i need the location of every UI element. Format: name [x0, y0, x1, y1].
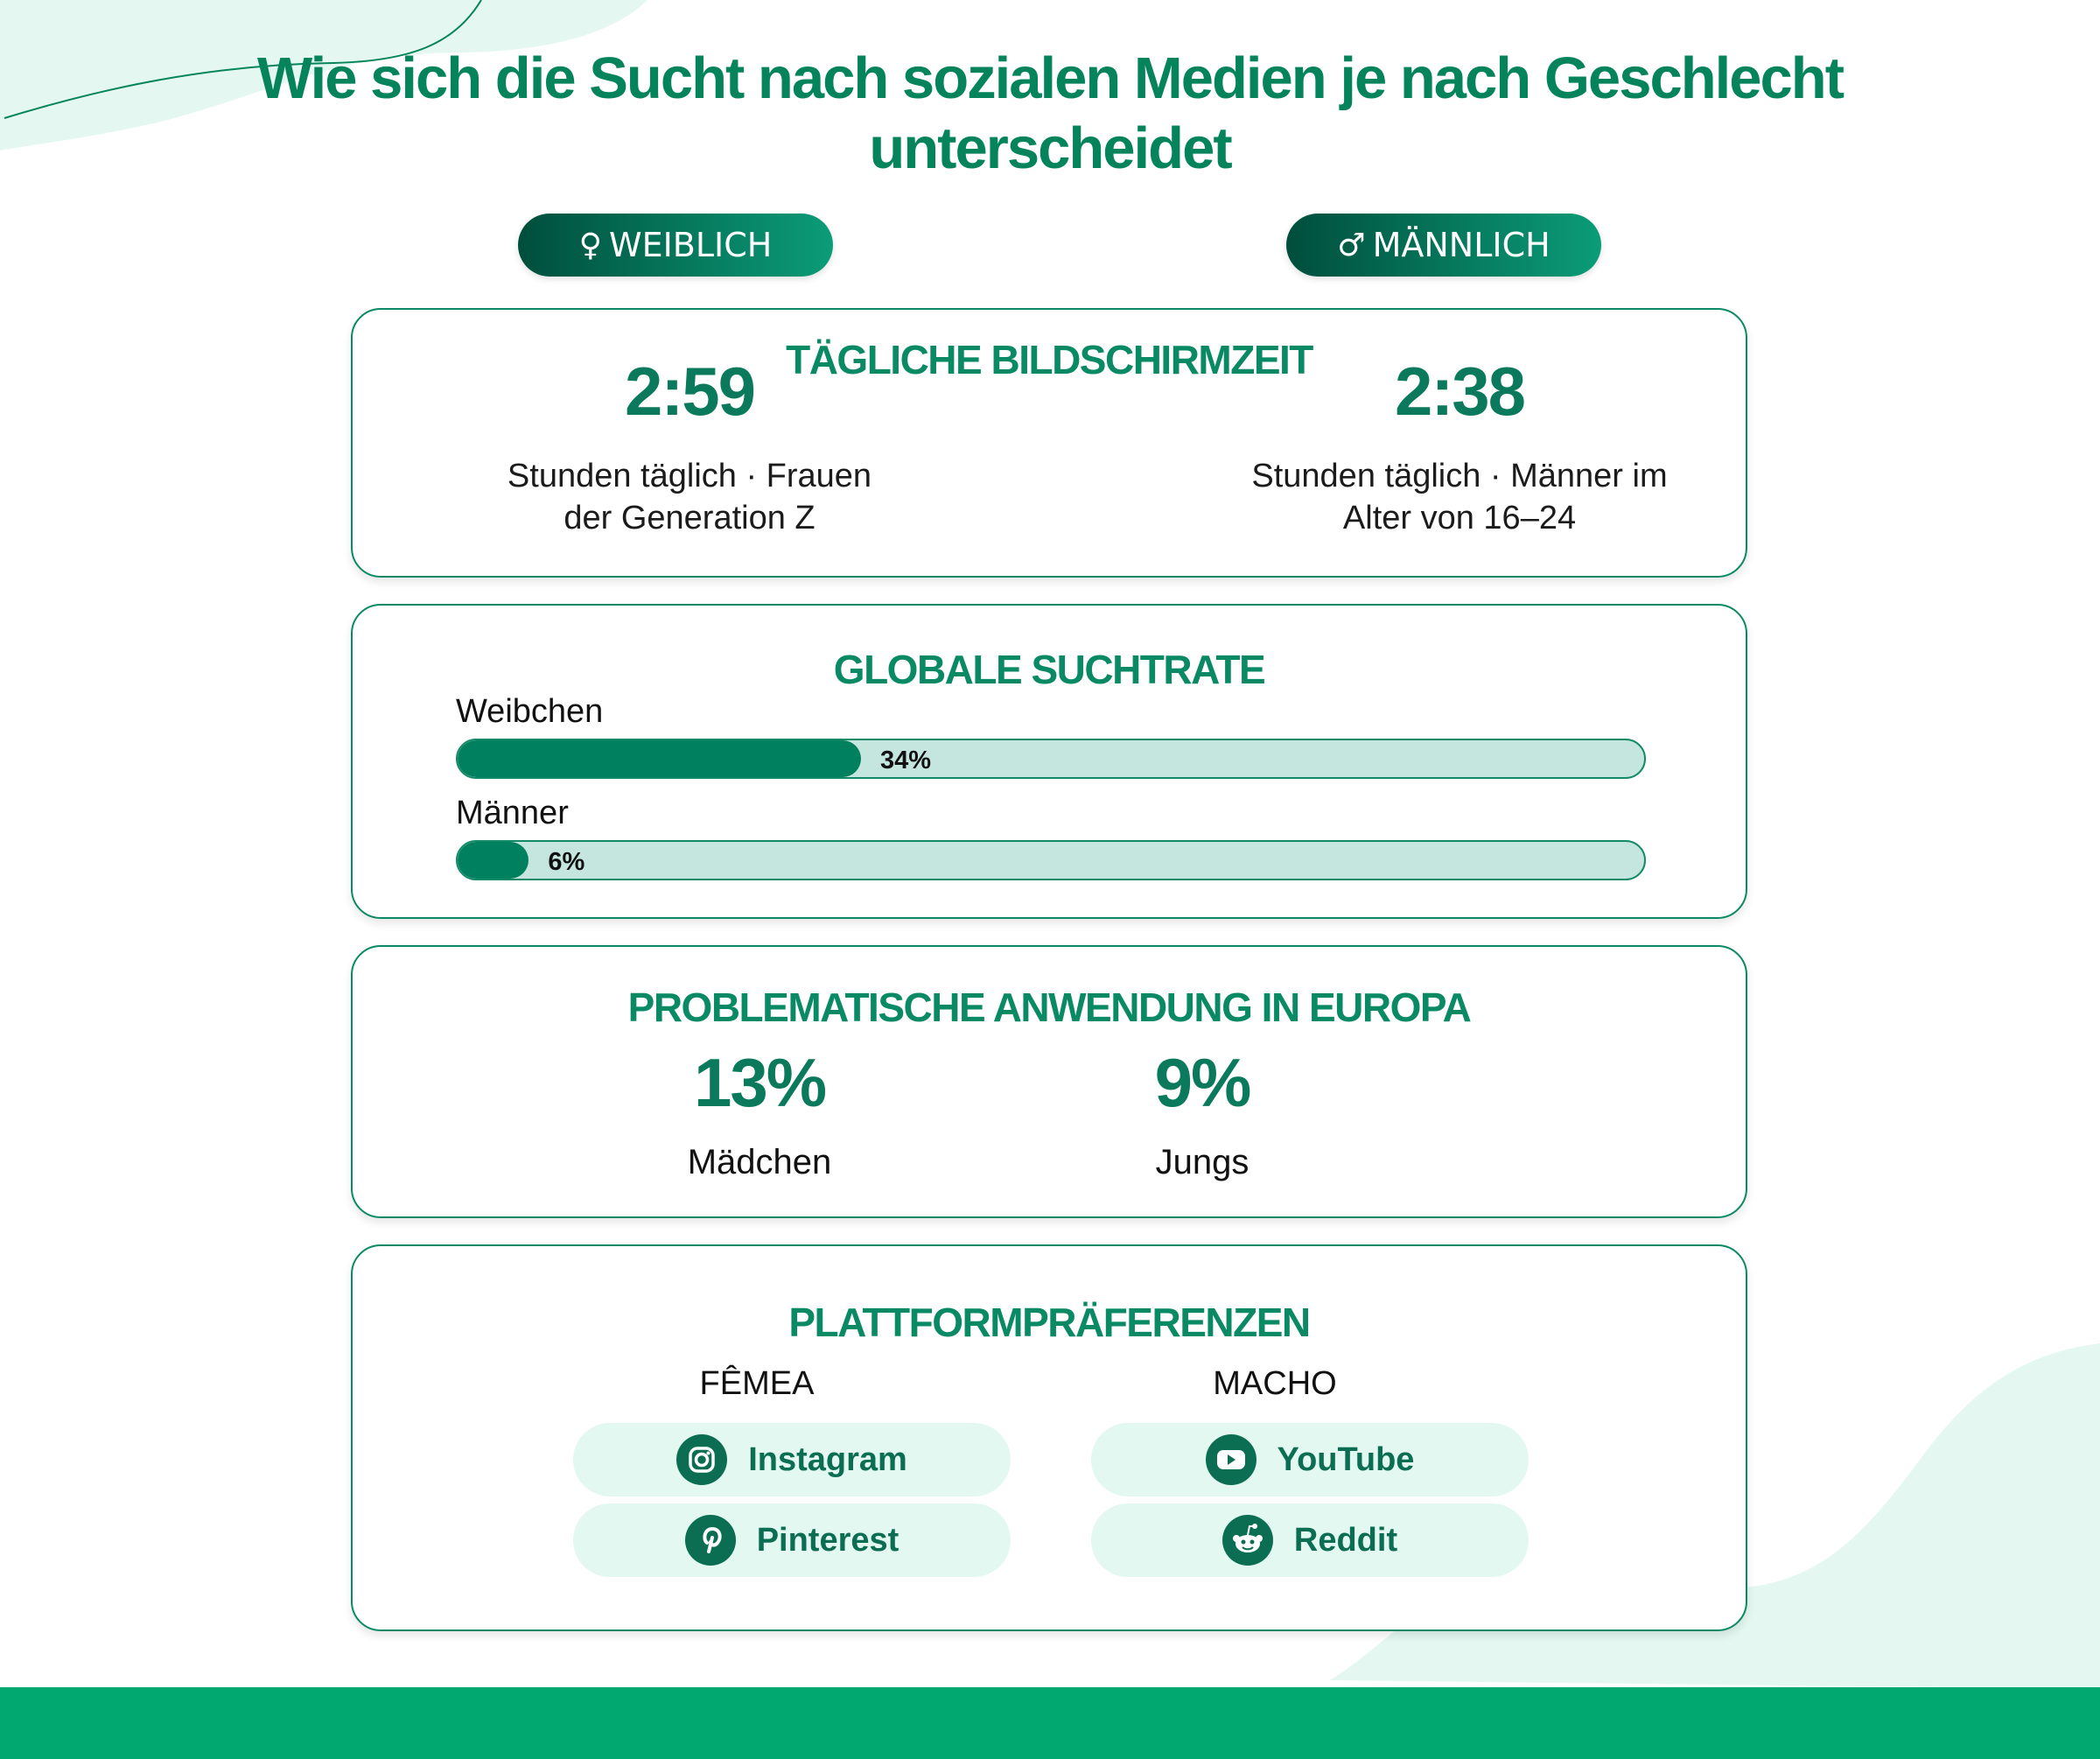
top-left-blob-decoration — [0, 0, 648, 151]
addiction-rate-card: GLOBALE SUCHTRATE Weibchen 34% Männer 6% — [351, 604, 1747, 919]
youtube-icon — [1205, 1434, 1256, 1485]
female-column-head: FÊMEA — [699, 1365, 815, 1402]
footer-bar — [0, 1687, 2100, 1759]
instagram-icon — [676, 1434, 728, 1485]
female-pill: ♀ WEIBLICH — [518, 214, 833, 277]
boys-value: 9% — [1154, 1044, 1252, 1121]
platform-pinterest-label: Pinterest — [756, 1521, 900, 1559]
male-pill: ♂ MÄNNLICH — [1286, 214, 1601, 277]
boys-label: Jungs — [1155, 1143, 1250, 1181]
platform-instagram: Instagram — [573, 1423, 1011, 1496]
female-screen-time-desc-line2: der Generation Z — [564, 500, 816, 536]
female-bar-fill — [458, 740, 862, 777]
female-screen-time-value: 2:59 — [624, 353, 756, 430]
female-bar-track: 34% — [456, 739, 1646, 779]
male-bar-value: 6% — [548, 848, 585, 876]
male-bar-label: Männer — [456, 795, 569, 831]
female-screen-time-desc: Stunden täglich · Frauen der Generation … — [405, 455, 974, 539]
female-bar-value: 34% — [880, 746, 932, 774]
pinterest-icon — [684, 1515, 736, 1566]
europe-title: PROBLEMATISCHE ANWENDUNG IN EUROPA — [627, 985, 1472, 1030]
female-screen-time-desc-line1: Stunden täglich · Frauen — [507, 458, 872, 494]
male-bar-track: 6% — [456, 840, 1646, 880]
male-column-head: MACHO — [1213, 1365, 1337, 1402]
platform-reddit-label: Reddit — [1293, 1521, 1398, 1559]
girls-label: Mädchen — [687, 1143, 832, 1181]
platforms-title: PLATTFORMPRÄFERENZEN — [788, 1300, 1311, 1345]
male-pill-label: MÄNNLICH — [1372, 226, 1550, 264]
screen-time-title: TÄGLICHE BILDSCHIRMZEIT — [786, 337, 1313, 382]
screen-time-card: TÄGLICHE BILDSCHIRMZEIT 2:59 Stunden täg… — [351, 308, 1747, 578]
male-bar-fill — [458, 842, 529, 879]
male-screen-time-value: 2:38 — [1394, 353, 1526, 430]
male-screen-time-desc-line2: Alter von 16–24 — [1342, 500, 1577, 536]
male-screen-time-desc-line1: Stunden täglich · Männer im — [1251, 458, 1668, 494]
reddit-icon — [1222, 1515, 1273, 1566]
female-pill-label: WEIBLICH — [609, 226, 773, 264]
platform-pinterest: Pinterest — [573, 1503, 1011, 1577]
female-symbol-icon: ♀ — [578, 227, 602, 263]
female-bar-label: Weibchen — [456, 693, 604, 730]
platform-youtube-label: YouTube — [1277, 1440, 1415, 1478]
platform-youtube: YouTube — [1091, 1423, 1529, 1496]
platform-reddit: Reddit — [1091, 1503, 1529, 1577]
platform-instagram-label: Instagram — [748, 1440, 907, 1478]
europe-card: PROBLEMATISCHE ANWENDUNG IN EUROPA 13% M… — [351, 945, 1747, 1218]
male-symbol-icon: ♂ — [1337, 227, 1366, 263]
addiction-rate-title: GLOBALE SUCHTRATE — [833, 647, 1266, 692]
page-title: Wie sich die Sucht nach sozialen Medien … — [256, 46, 1844, 181]
girls-value: 13% — [693, 1044, 827, 1121]
platforms-card: PLATTFORMPRÄFERENZEN FÊMEA MACHO Instagr… — [351, 1244, 1747, 1631]
male-screen-time-desc: Stunden täglich · Männer im Alter von 16… — [1158, 455, 1761, 539]
